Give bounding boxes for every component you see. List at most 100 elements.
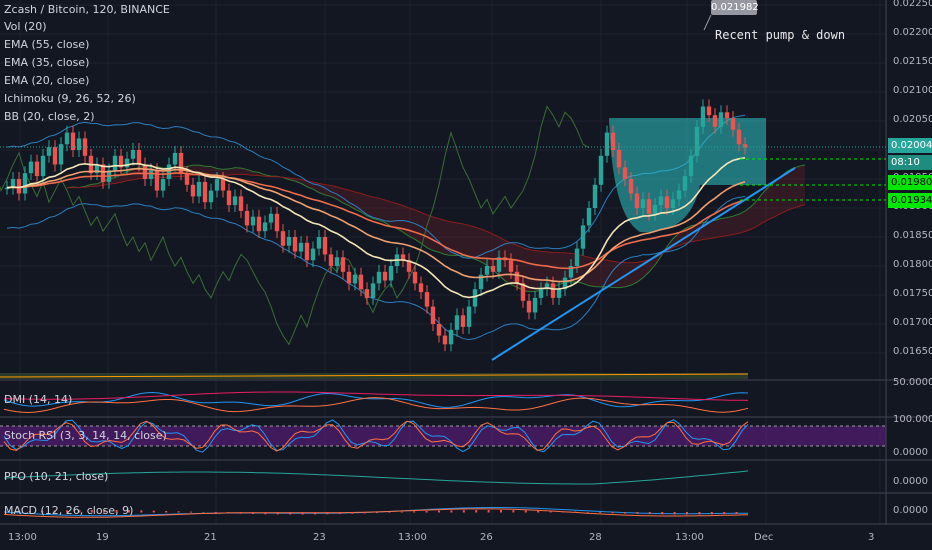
pane-stoch-label[interactable]: Stoch RSI (3, 3, 14, 14, close) <box>4 429 167 442</box>
macd-histogram-bar <box>686 512 688 515</box>
candle-body <box>142 164 148 179</box>
candle-body <box>682 176 688 191</box>
macd-histogram-bar <box>413 511 416 513</box>
candle-body <box>490 266 496 272</box>
candle-body <box>466 306 472 327</box>
candle-body <box>334 257 340 266</box>
candle-body <box>64 132 70 145</box>
macd-histogram-bar <box>4 512 6 513</box>
pane-dmi-label[interactable]: DMI (14, 14) <box>4 393 73 406</box>
indicator-ema35[interactable]: EMA (35, close) <box>4 56 90 69</box>
macd-histogram-bar <box>202 512 205 513</box>
macd-histogram-bar <box>351 512 354 514</box>
macd-histogram-bar <box>512 510 515 513</box>
time-axis-label: 3 <box>868 532 875 543</box>
stoch-axis-bottom: 0.0000 <box>893 447 928 458</box>
candle-body <box>226 190 232 206</box>
candle-body <box>718 112 724 127</box>
macd-histogram-bar <box>710 512 713 515</box>
candle-body <box>418 283 424 293</box>
candle-body <box>328 254 334 266</box>
bb-lower <box>6 196 746 341</box>
candle-body <box>574 248 580 266</box>
dmi-plus <box>3 391 749 408</box>
candle-body <box>544 283 550 290</box>
countdown-tag: 08:10 <box>888 155 932 170</box>
candle-body <box>340 257 346 272</box>
ichimoku-lagging <box>0 105 590 346</box>
macd-histogram-bar <box>648 512 651 515</box>
candle-body <box>352 274 358 284</box>
macd-histogram-bar <box>214 512 217 514</box>
ema35-line <box>6 167 746 283</box>
price-callout: 0.021982 <box>711 0 759 15</box>
candle-body <box>58 144 64 165</box>
pane-ppo-label[interactable]: PPO (10, 21, close) <box>4 470 109 483</box>
candle-body <box>358 274 364 290</box>
macd-histogram-bar <box>177 511 180 513</box>
macd-histogram-bar <box>388 512 391 513</box>
macd-histogram-bar <box>165 510 168 513</box>
macd-histogram-bar <box>500 510 502 513</box>
candle-body <box>28 161 34 174</box>
candle-body <box>304 242 310 261</box>
candle-body <box>184 173 190 185</box>
macd-histogram-bar <box>673 512 676 515</box>
pane-macd-label[interactable]: MACD (12, 26, close, 9) <box>4 504 134 517</box>
candle-body <box>322 237 328 255</box>
candle-body <box>460 315 466 327</box>
macd-histogram-bar <box>363 512 366 514</box>
candle-body <box>676 190 682 200</box>
candle-body <box>232 196 238 206</box>
candle-body <box>40 155 46 177</box>
indicator-ichimoku[interactable]: Ichimoku (9, 26, 52, 26) <box>4 92 136 105</box>
candle-body <box>388 266 394 281</box>
dmi-minus <box>3 397 749 414</box>
indicator-bb[interactable]: BB (20, close, 2) <box>4 110 95 123</box>
level-tag-1: 0.019806 <box>888 175 932 190</box>
price-axis-label: 0.016500 <box>893 346 932 357</box>
candle-body <box>424 292 430 307</box>
candle-body <box>436 324 442 336</box>
candle-body <box>616 150 622 168</box>
candle-body <box>214 179 220 191</box>
last-price-tag: 0.020043 <box>888 138 932 153</box>
macd-histogram-bar <box>239 512 242 514</box>
macd-histogram-bar <box>227 512 230 514</box>
candle-body <box>700 106 706 127</box>
annotation-text[interactable]: Recent pump & down <box>715 28 846 42</box>
callout-pointer <box>703 14 712 31</box>
time-axis-label: 23 <box>313 532 326 543</box>
candle-body <box>52 147 58 165</box>
candle-body <box>196 181 202 197</box>
macd-histogram-bar <box>698 512 701 515</box>
candle-body <box>526 300 532 313</box>
candle-body <box>478 274 484 290</box>
candle-body <box>10 179 16 188</box>
candle-body <box>706 106 712 116</box>
candle-body <box>730 118 736 130</box>
candle-body <box>154 170 160 191</box>
macd-histogram-bar <box>16 511 19 513</box>
macd-histogram-bar <box>487 510 490 513</box>
candle-body <box>370 283 376 298</box>
macd-histogram-bar <box>475 510 478 513</box>
candle-body <box>190 184 196 197</box>
indicator-vol[interactable]: Vol (20) <box>4 20 47 33</box>
candle-body <box>580 225 586 249</box>
macd-histogram-bar <box>128 510 130 513</box>
candle-body <box>430 306 436 324</box>
macd-histogram-bar <box>574 511 577 513</box>
macd-histogram-bar <box>66 510 68 513</box>
candle-body <box>406 260 412 272</box>
candle-body <box>400 254 406 261</box>
candle-body <box>634 193 640 208</box>
indicator-ema55[interactable]: EMA (55, close) <box>4 38 90 51</box>
dmi-axis-label: 50.0000 <box>893 377 932 388</box>
indicator-ema20[interactable]: EMA (20, close) <box>4 74 90 87</box>
